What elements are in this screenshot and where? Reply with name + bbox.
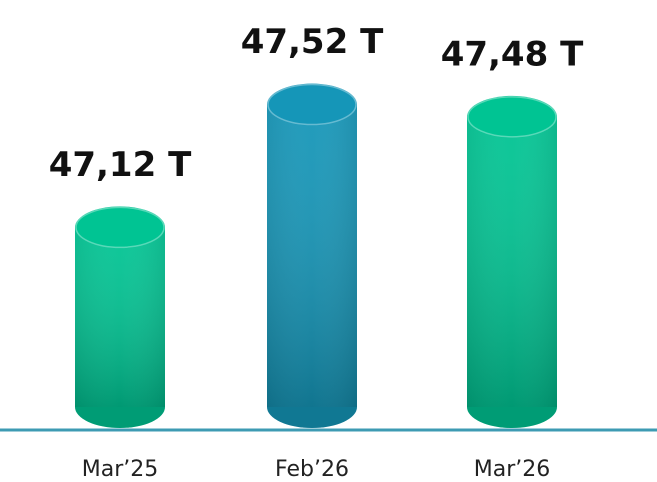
bar-side bbox=[267, 104, 357, 407]
bar-top bbox=[467, 95, 557, 138]
bar-top bbox=[267, 83, 357, 126]
value-label: 47,12 T bbox=[49, 145, 192, 185]
bar-top-rim bbox=[467, 96, 557, 138]
x-tick-label: Mar’26 bbox=[474, 457, 551, 482]
x-tick-label: Mar’25 bbox=[82, 457, 159, 482]
value-label: 47,48 T bbox=[441, 34, 584, 74]
value-label: 47,52 T bbox=[241, 22, 384, 62]
bar-top-rim bbox=[75, 206, 165, 249]
bar-side bbox=[467, 116, 557, 407]
x-tick-label: Feb’26 bbox=[275, 457, 349, 482]
bar-side bbox=[75, 227, 165, 407]
bar-top-rim bbox=[267, 83, 357, 126]
bar-top bbox=[75, 206, 165, 249]
